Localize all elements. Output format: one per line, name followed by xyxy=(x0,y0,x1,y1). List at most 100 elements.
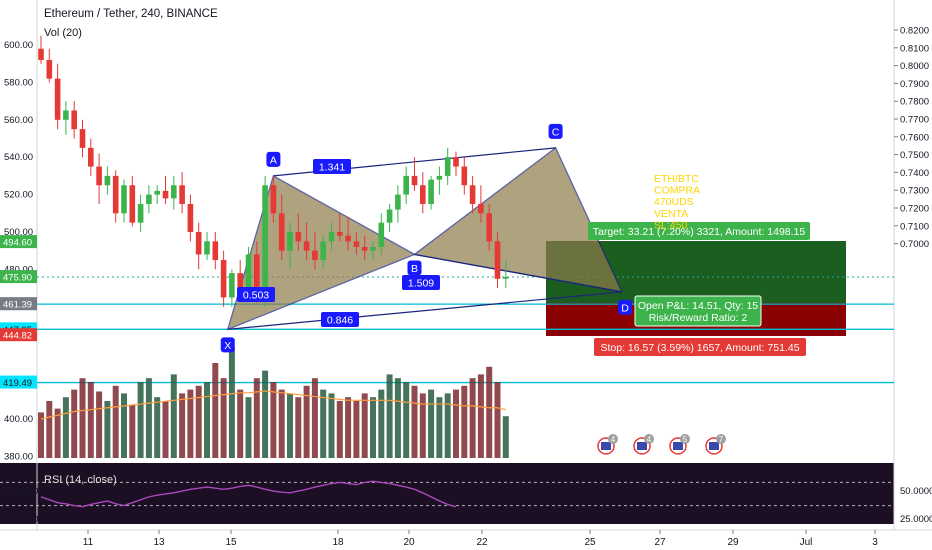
volume-bar xyxy=(287,393,293,458)
rsi-line xyxy=(40,480,457,508)
volume-bar xyxy=(270,382,277,458)
x-tick-label: 20 xyxy=(403,537,415,548)
event-flag-icon-fill xyxy=(637,442,647,450)
volume-bar xyxy=(469,378,476,458)
volume-bar xyxy=(112,385,119,458)
price-badge xyxy=(0,270,37,284)
event-count-dot xyxy=(716,434,726,444)
candle-body xyxy=(171,185,177,199)
right-tick-label: 0.7800 xyxy=(900,97,929,108)
volume-bar xyxy=(419,393,426,458)
right-tick-label: 0.7300 xyxy=(900,186,929,197)
right-tick-label: 0.7400 xyxy=(900,168,929,179)
volume-bar xyxy=(386,374,393,458)
right-tick-label: 0.7700 xyxy=(900,115,929,126)
candle-body xyxy=(71,110,77,130)
ratio-xb-label-bg xyxy=(237,287,275,302)
volume-bar xyxy=(54,408,61,458)
candle-body xyxy=(312,250,318,261)
candle-body xyxy=(295,232,302,242)
event-count-label: 4 xyxy=(611,435,616,444)
open-pl-label: Open P&L: 14.51, Qty: 15 xyxy=(638,300,758,312)
candle-body xyxy=(104,175,111,186)
candle-body xyxy=(270,185,277,214)
rsi-left-tick-label: 25.0000 xyxy=(4,514,38,525)
symbol-title: Ethereum / Tether, 240, BINANCE xyxy=(44,8,218,20)
candle-body xyxy=(494,241,501,279)
candle-body xyxy=(361,246,368,251)
event-count-dot xyxy=(644,434,654,444)
volume-bar xyxy=(162,401,169,458)
volume-bar xyxy=(220,378,227,458)
candle-body xyxy=(129,185,136,223)
candle-body xyxy=(453,157,459,167)
candle-body xyxy=(303,241,310,251)
pattern-point-label: A xyxy=(270,154,277,166)
volume-bar xyxy=(378,389,385,458)
right-tick-label: 0.7500 xyxy=(900,150,929,161)
ratio-ac-label-bg xyxy=(313,159,351,174)
candle-body xyxy=(444,157,451,176)
candle-body xyxy=(395,194,401,210)
candle-body xyxy=(79,129,86,148)
candle-body xyxy=(262,185,268,298)
ratio-xd-label-bg xyxy=(321,312,359,327)
volume-bar xyxy=(195,385,202,458)
volume-bar xyxy=(345,397,352,458)
candle-body xyxy=(337,232,343,236)
event-count-dot xyxy=(608,434,618,444)
rsi-pane xyxy=(0,463,894,524)
ratio-bd-label-bg xyxy=(402,275,440,290)
volume-bar xyxy=(361,393,368,458)
left-tick-label: 560.00 xyxy=(4,115,33,126)
left-tick-label: 500.00 xyxy=(4,227,33,238)
right-tick-label: 0.7600 xyxy=(900,132,929,143)
volume-bar xyxy=(87,382,94,458)
pattern-point-badge xyxy=(548,123,563,139)
x-tick-label: 13 xyxy=(153,537,165,548)
volume-bar xyxy=(212,363,219,458)
volume-bar xyxy=(303,385,310,458)
left-tick-label: 480.00 xyxy=(4,264,33,275)
volume-bar xyxy=(494,382,501,458)
candle-body xyxy=(220,260,227,298)
right-tick-label: 0.8200 xyxy=(900,26,929,37)
volume-bar xyxy=(295,397,302,458)
left-tick-label: 520.00 xyxy=(4,190,33,201)
price-badge-label: 494.60 xyxy=(3,238,32,249)
volume-bar xyxy=(311,378,318,458)
candle-body xyxy=(345,235,351,242)
pattern-xd-line xyxy=(227,291,623,330)
candle-body xyxy=(378,222,385,247)
volume-bar xyxy=(204,382,210,458)
stop-label-bg xyxy=(594,338,806,356)
volume-bar xyxy=(370,397,376,458)
candle-body xyxy=(204,241,210,255)
x-tick-label: 3 xyxy=(872,537,878,548)
candle-body xyxy=(63,110,69,120)
pattern-point-label: X xyxy=(224,340,231,352)
volume-bar xyxy=(245,397,252,458)
candle-body xyxy=(229,273,235,298)
rsi-right-tick-label: 25.0000 xyxy=(900,514,932,525)
volume-bar xyxy=(228,347,235,458)
right-tick-label: 0.8000 xyxy=(900,61,929,72)
ratio-ac-label: 1.341 xyxy=(319,162,345,174)
candle-body xyxy=(96,166,102,186)
candle-body xyxy=(237,273,243,289)
left-tick-label: 580.00 xyxy=(4,77,33,88)
x-tick-label: 15 xyxy=(225,537,237,548)
volume-bar xyxy=(145,378,152,458)
candle-body xyxy=(436,175,443,180)
volume-bar xyxy=(328,393,335,458)
volume-bar xyxy=(461,385,468,458)
volume-bar xyxy=(38,412,44,458)
pattern-point-badge xyxy=(266,151,281,167)
pattern-point-label: B xyxy=(411,263,418,275)
ratio-bd-label: 1.509 xyxy=(408,278,434,290)
right-tick-label: 0.7000 xyxy=(900,239,929,250)
volume-bar xyxy=(444,393,451,458)
trade-note: SL:450 xyxy=(654,219,687,231)
